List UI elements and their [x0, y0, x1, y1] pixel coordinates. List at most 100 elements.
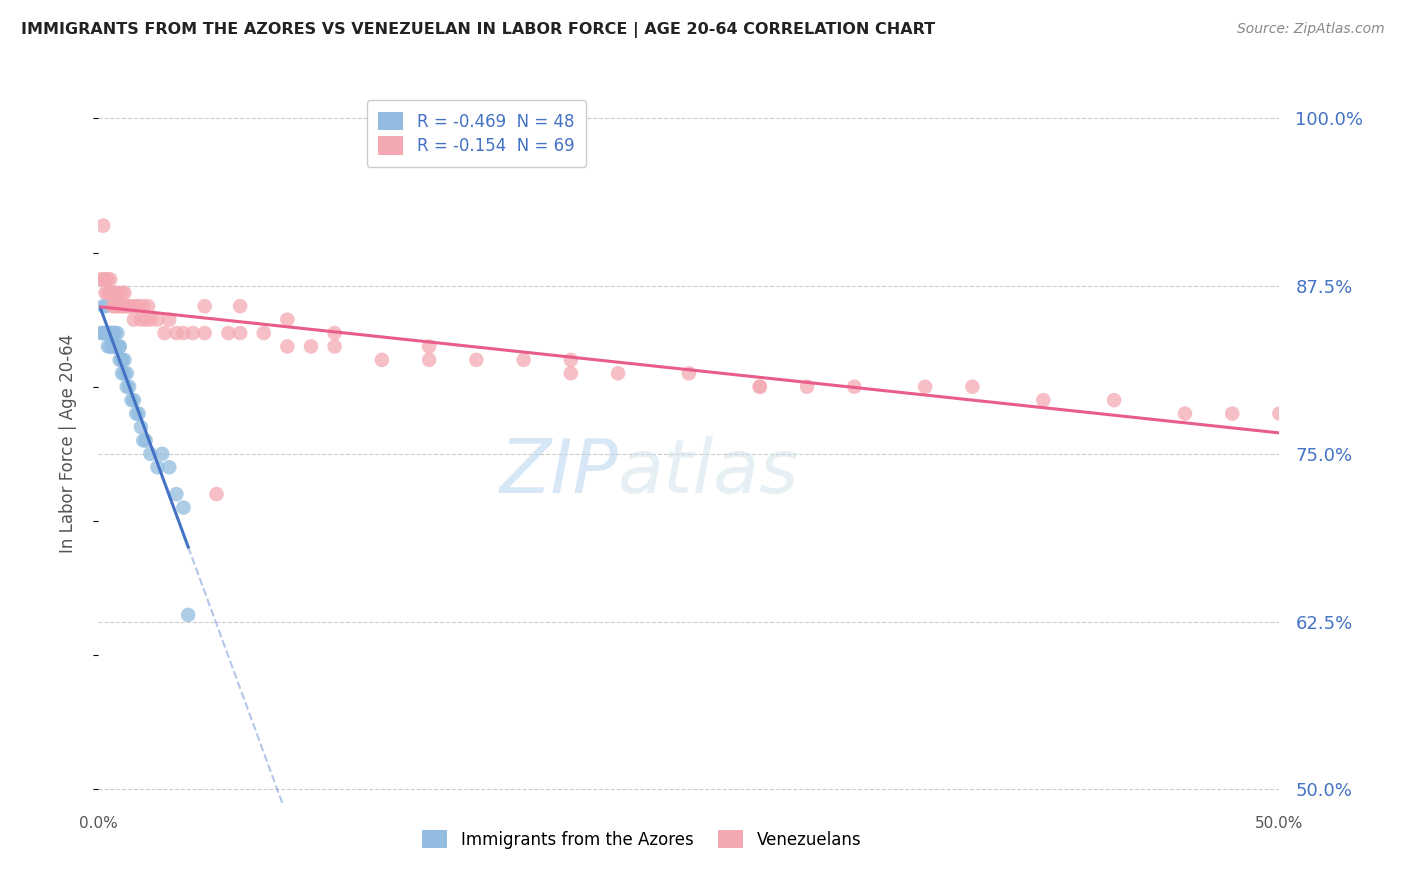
Point — [465, 352, 488, 367]
Point — [121, 299, 143, 313]
Point — [229, 326, 252, 340]
Point — [1102, 393, 1125, 408]
Point — [371, 352, 394, 367]
Point — [115, 299, 138, 313]
Point — [98, 285, 121, 300]
Point — [104, 326, 127, 340]
Point — [125, 299, 148, 313]
Point — [172, 326, 194, 340]
Point — [104, 339, 127, 353]
Point — [136, 299, 159, 313]
Point — [128, 299, 150, 313]
Point — [112, 285, 135, 300]
Point — [112, 367, 135, 381]
Point — [153, 326, 176, 340]
Point — [1032, 393, 1054, 408]
Point — [91, 299, 114, 313]
Point — [111, 352, 134, 367]
Legend: Immigrants from the Azores, Venezuelans: Immigrants from the Azores, Venezuelans — [416, 823, 868, 855]
Point — [121, 393, 143, 408]
Point — [97, 326, 120, 340]
Point — [139, 312, 162, 326]
Point — [111, 299, 134, 313]
Point — [172, 500, 194, 515]
Point — [135, 434, 157, 448]
Text: ZIP: ZIP — [499, 436, 619, 508]
Point — [132, 299, 155, 313]
Y-axis label: In Labor Force | Age 20-64: In Labor Force | Age 20-64 — [59, 334, 77, 553]
Point — [101, 299, 124, 313]
Text: IMMIGRANTS FROM THE AZORES VS VENEZUELAN IN LABOR FORCE | AGE 20-64 CORRELATION : IMMIGRANTS FROM THE AZORES VS VENEZUELAN… — [21, 22, 935, 38]
Point — [115, 367, 138, 381]
Point — [323, 339, 346, 353]
Point — [101, 339, 124, 353]
Point — [98, 339, 121, 353]
Text: atlas: atlas — [619, 436, 800, 508]
Point — [276, 339, 298, 353]
Point — [1174, 407, 1197, 421]
Point — [194, 326, 217, 340]
Point — [108, 299, 131, 313]
Point — [914, 380, 936, 394]
Point — [323, 326, 346, 340]
Point — [560, 352, 582, 367]
Point — [115, 380, 138, 394]
Point — [205, 487, 228, 501]
Point — [98, 326, 121, 340]
Point — [112, 352, 135, 367]
Point — [135, 312, 157, 326]
Point — [111, 285, 134, 300]
Point — [97, 326, 120, 340]
Point — [229, 299, 252, 313]
Point — [91, 326, 114, 340]
Point — [94, 326, 117, 340]
Point — [129, 420, 152, 434]
Point — [122, 312, 145, 326]
Point — [108, 352, 131, 367]
Point — [90, 272, 112, 286]
Point — [678, 367, 700, 381]
Point — [97, 285, 120, 300]
Point — [132, 434, 155, 448]
Point — [108, 339, 131, 353]
Point — [101, 326, 124, 340]
Point — [276, 312, 298, 326]
Point — [165, 487, 187, 501]
Point — [104, 299, 127, 313]
Point — [105, 339, 128, 353]
Point — [146, 312, 169, 326]
Point — [94, 272, 117, 286]
Point — [118, 380, 141, 394]
Point — [91, 219, 114, 233]
Point — [157, 312, 180, 326]
Point — [98, 272, 121, 286]
Point — [94, 299, 117, 313]
Point — [418, 352, 440, 367]
Point — [101, 285, 124, 300]
Point — [962, 380, 984, 394]
Point — [104, 339, 127, 353]
Point — [105, 339, 128, 353]
Point — [157, 460, 180, 475]
Point — [118, 299, 141, 313]
Point — [108, 339, 131, 353]
Text: Source: ZipAtlas.com: Source: ZipAtlas.com — [1237, 22, 1385, 37]
Point — [91, 272, 114, 286]
Point — [128, 407, 150, 421]
Point — [139, 447, 162, 461]
Point — [98, 326, 121, 340]
Point — [122, 393, 145, 408]
Point — [104, 285, 127, 300]
Point — [177, 607, 200, 622]
Point — [111, 352, 134, 367]
Point — [90, 326, 112, 340]
Point — [253, 326, 276, 340]
Point — [94, 285, 117, 300]
Point — [1268, 407, 1291, 421]
Point — [181, 326, 204, 340]
Point — [105, 285, 128, 300]
Point — [844, 380, 866, 394]
Point — [748, 380, 770, 394]
Point — [101, 326, 124, 340]
Point — [796, 380, 818, 394]
